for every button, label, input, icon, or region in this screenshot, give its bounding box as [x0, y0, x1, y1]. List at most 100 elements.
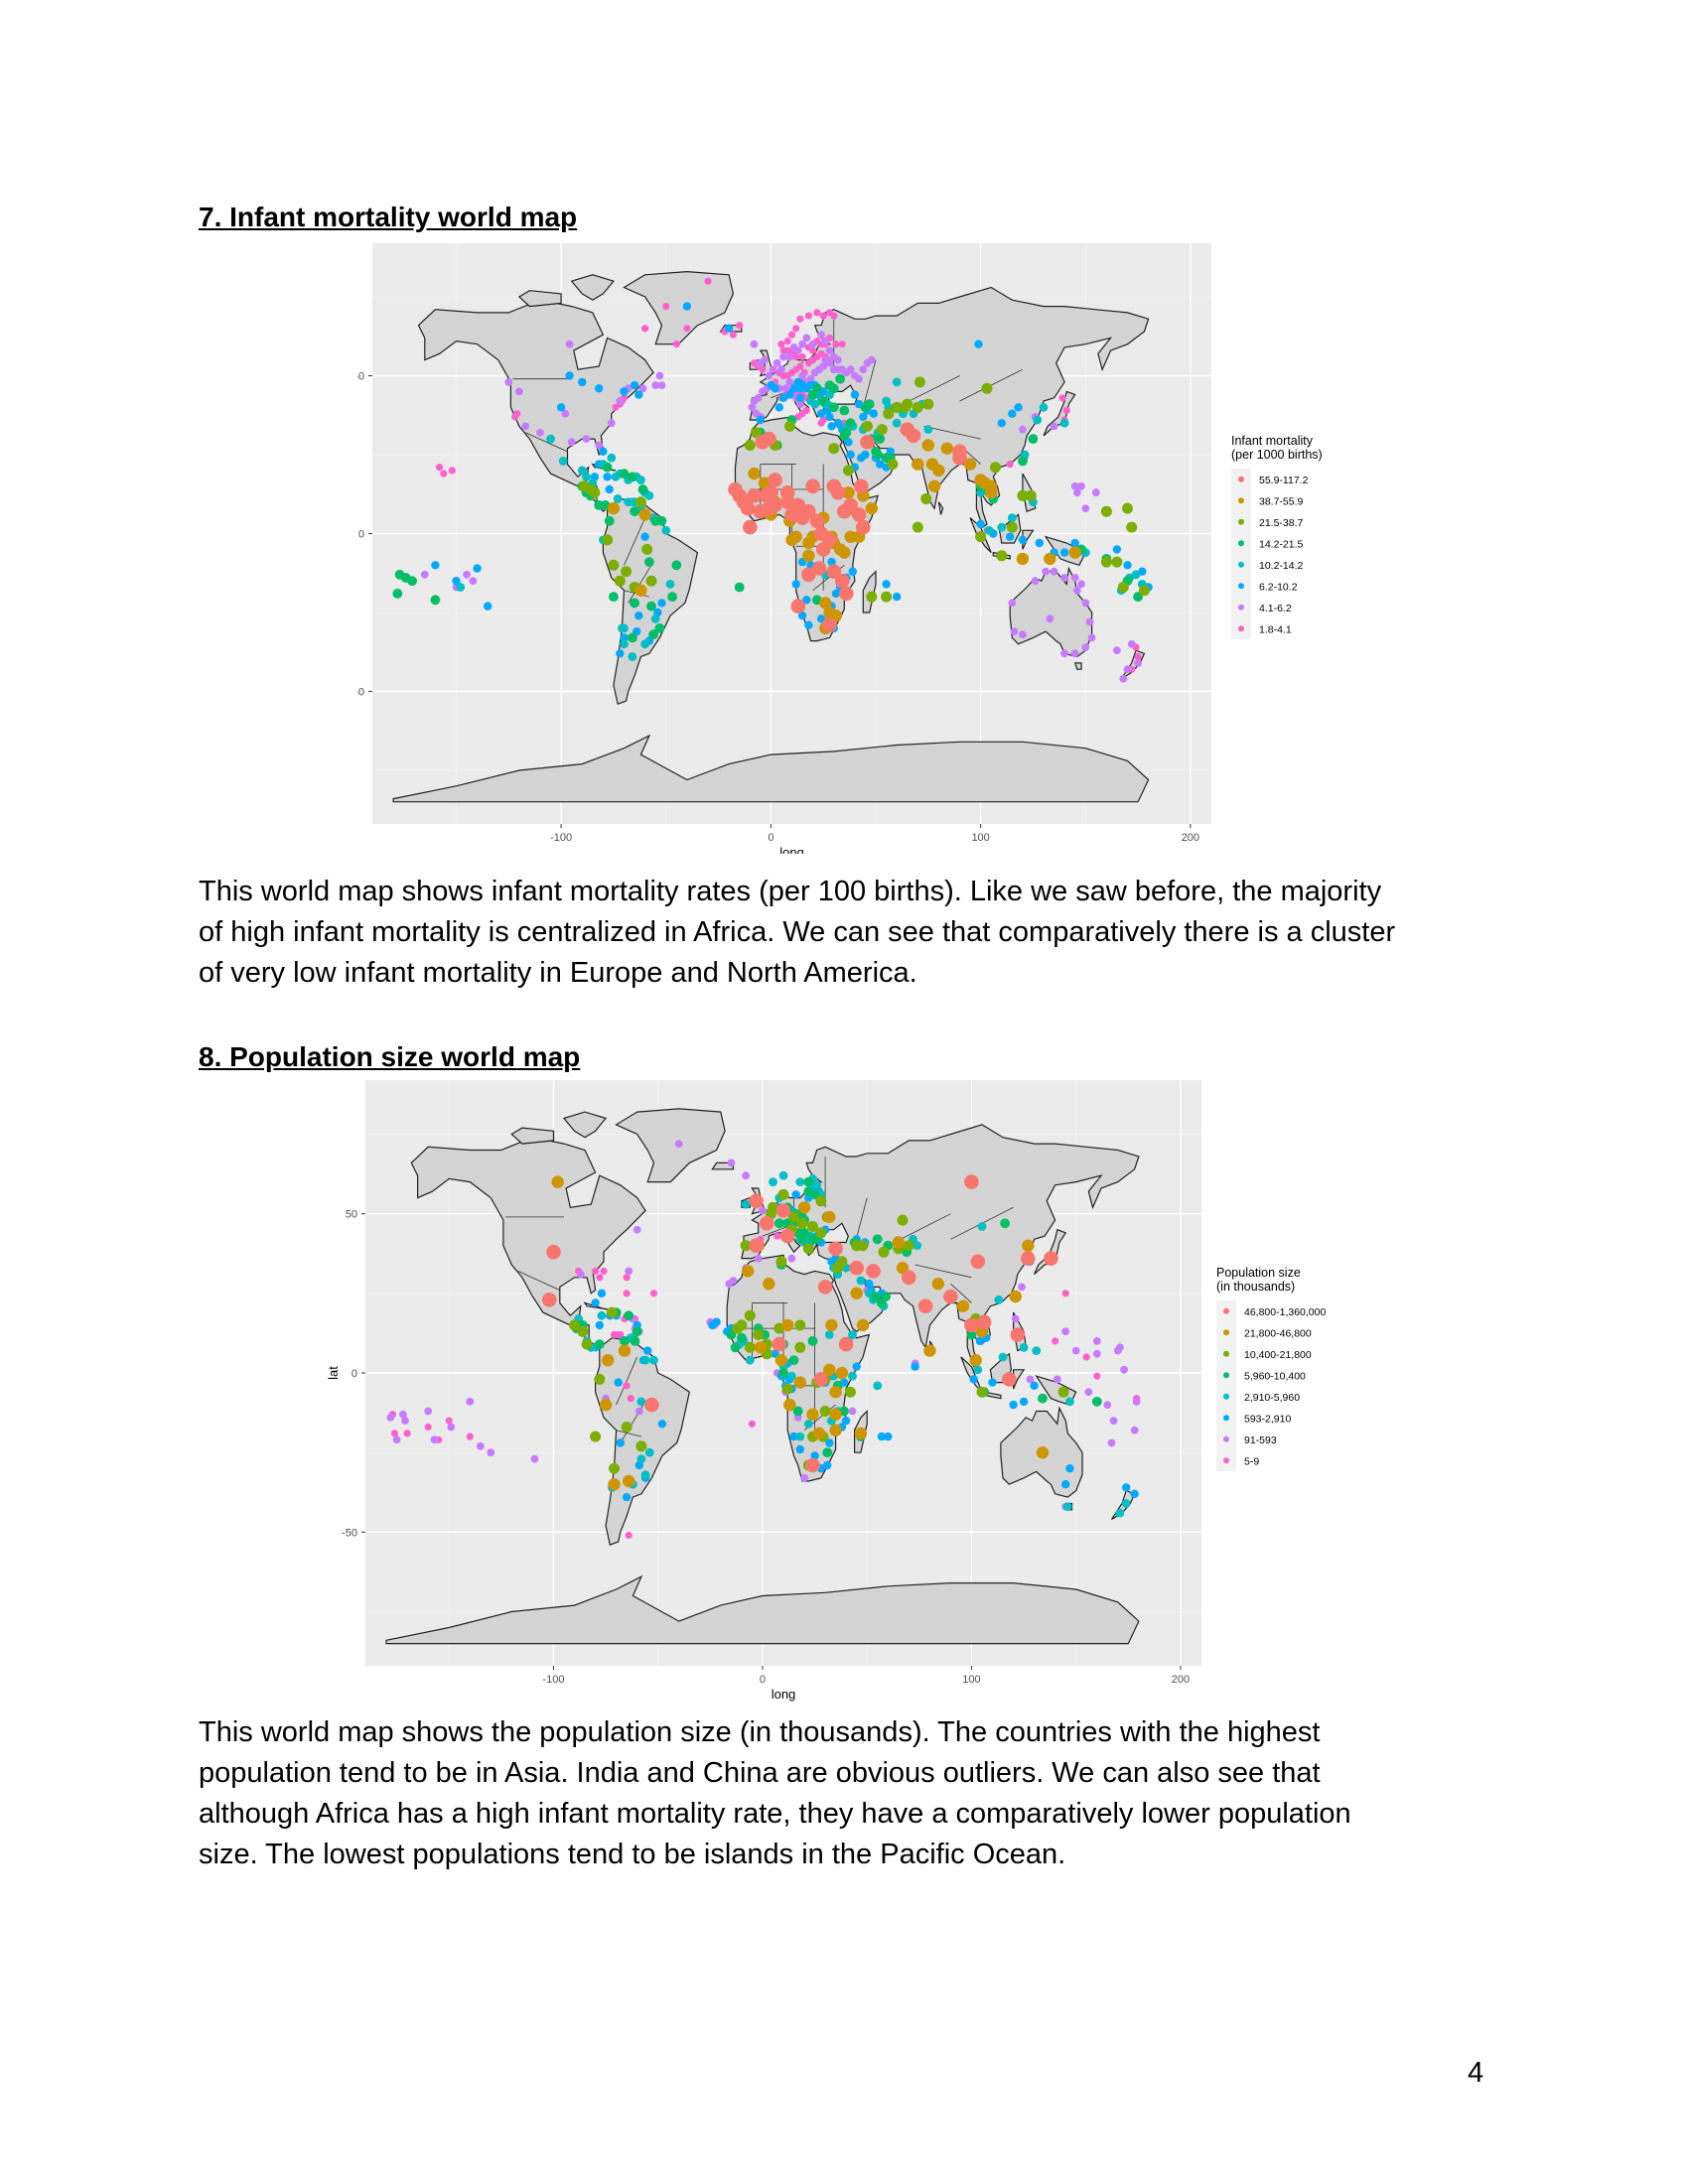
- data-point: [630, 506, 639, 517]
- y-tick-label: -50: [342, 1527, 357, 1539]
- data-point: [630, 1336, 640, 1346]
- data-point: [794, 1341, 806, 1353]
- data-point: [513, 410, 521, 418]
- legend-key: [1223, 1329, 1229, 1336]
- data-point: [943, 1289, 958, 1304]
- data-point: [826, 564, 842, 579]
- landmass: [410, 1137, 646, 1352]
- data-point: [900, 401, 912, 413]
- legend-key: [1238, 583, 1244, 590]
- data-point: [657, 381, 666, 389]
- data-point: [726, 1329, 737, 1340]
- landmass: [741, 1124, 1140, 1368]
- data-point: [1082, 1353, 1090, 1361]
- data-point: [430, 1435, 439, 1444]
- data-point: [765, 371, 774, 380]
- data-point: [636, 1397, 646, 1407]
- data-point: [838, 341, 846, 348]
- data-point: [779, 352, 787, 361]
- data-point: [828, 443, 840, 455]
- data-point: [620, 1336, 630, 1346]
- legend-key-background: [1231, 469, 1251, 639]
- data-point: [607, 419, 616, 428]
- data-point: [803, 1176, 814, 1187]
- data-point: [748, 403, 757, 412]
- data-point: [783, 420, 795, 432]
- legend-label: 6.2-10.2: [1259, 581, 1298, 593]
- data-point: [796, 1217, 808, 1229]
- data-point: [792, 1406, 803, 1417]
- data-point: [804, 312, 812, 320]
- data-point: [1046, 614, 1055, 623]
- data-point: [742, 1265, 755, 1278]
- data-point: [1091, 488, 1100, 497]
- data-point: [922, 398, 934, 410]
- data-point: [567, 438, 576, 447]
- data-point: [551, 1175, 564, 1188]
- data-point: [651, 381, 660, 389]
- data-point: [445, 1417, 453, 1425]
- country-border: [525, 432, 568, 453]
- data-point: [778, 1170, 788, 1180]
- data-point: [823, 1460, 832, 1470]
- data-point: [656, 515, 667, 526]
- data-point: [798, 340, 806, 348]
- data-point: [622, 1492, 632, 1502]
- data-point: [1070, 538, 1079, 548]
- data-point: [856, 1318, 870, 1332]
- legend-label: 14.2-21.5: [1259, 538, 1304, 550]
- data-point: [973, 1365, 983, 1375]
- data-point: [1006, 521, 1018, 533]
- data-point: [569, 1319, 580, 1331]
- data-point: [815, 1195, 827, 1207]
- data-point: [1011, 1314, 1020, 1323]
- data-point: [546, 434, 555, 444]
- data-point: [1030, 1381, 1039, 1390]
- data-point: [914, 376, 925, 388]
- data-point: [843, 465, 854, 477]
- data-point: [828, 1241, 843, 1257]
- data-point: [819, 597, 832, 610]
- data-point: [1119, 674, 1128, 683]
- data-point: [744, 440, 756, 451]
- data-point: [997, 419, 1006, 428]
- legend-key: [1223, 1372, 1229, 1379]
- legend-title: (in thousands): [1216, 1280, 1295, 1294]
- data-point: [818, 396, 829, 406]
- data-point: [931, 1278, 944, 1291]
- data-point: [927, 479, 941, 492]
- y-axis-title: lat: [357, 526, 358, 540]
- data-point: [484, 602, 492, 611]
- data-point: [976, 1314, 992, 1329]
- data-point: [1109, 1417, 1118, 1425]
- data-point: [730, 1342, 741, 1353]
- data-point: [794, 1319, 806, 1331]
- data-point: [815, 1227, 827, 1239]
- data-point: [624, 497, 633, 507]
- legend-key: [1238, 518, 1244, 525]
- data-point: [751, 427, 763, 439]
- data-point: [515, 387, 523, 396]
- data-point: [819, 416, 827, 424]
- data-point: [530, 1454, 539, 1463]
- data-point: [627, 1395, 634, 1403]
- paragraph-line: This world map shows the population size…: [199, 1716, 1321, 1748]
- data-point: [774, 1354, 788, 1367]
- data-point: [789, 530, 802, 543]
- data-point: [1059, 418, 1069, 428]
- data-point: [737, 1332, 747, 1343]
- data-point: [872, 1234, 883, 1245]
- data-point: [759, 1206, 767, 1215]
- data-point: [774, 1218, 784, 1229]
- data-point: [749, 1193, 764, 1209]
- data-point: [841, 1416, 851, 1426]
- data-point: [771, 384, 779, 393]
- legend-title: (per 1000 births): [1231, 448, 1323, 462]
- data-point: [1010, 1327, 1026, 1342]
- legend-label: 21.5-38.7: [1259, 517, 1304, 529]
- data-point: [1019, 1397, 1029, 1407]
- data-point: [582, 435, 591, 443]
- data-point: [878, 1246, 890, 1258]
- data-point: [849, 1260, 864, 1276]
- data-point: [1028, 434, 1039, 444]
